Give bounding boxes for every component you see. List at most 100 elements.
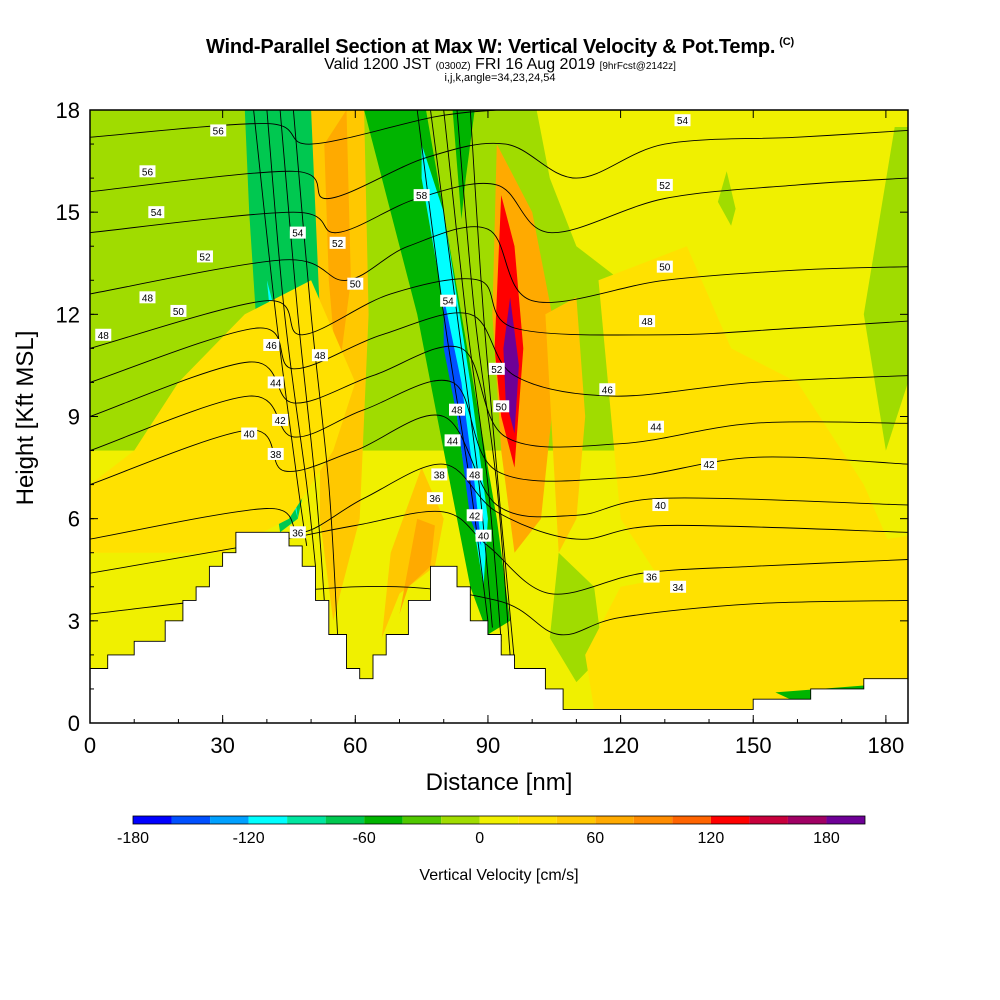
- velocity-region: [399, 518, 435, 614]
- contour-label-box: [289, 526, 306, 539]
- theta-contour: [443, 110, 502, 642]
- contour-label: 48: [95, 328, 112, 342]
- contour-label-layer: 34 36 38 40 42 44 46 48 50 52 54 56 56 54 52 48 48 50 54 52…: [95, 114, 718, 594]
- contour-label: 52: [196, 250, 213, 263]
- contour-label-text: 52: [491, 365, 503, 376]
- velocity-region: [598, 246, 908, 621]
- contour-label-box: [311, 349, 328, 362]
- contour-label-box: [466, 509, 483, 522]
- contour-label-text: 48: [98, 331, 110, 342]
- contour-label-box: [426, 492, 443, 505]
- contour-label: 54: [674, 114, 691, 127]
- contour-label-text: 40: [655, 501, 667, 512]
- contour-label-text: 46: [266, 341, 278, 352]
- contour-label-text: 44: [447, 436, 459, 447]
- velocity-region: [503, 297, 519, 434]
- valid-zulu: (0300Z): [435, 61, 471, 72]
- contour-label-text: 48: [314, 351, 326, 362]
- contour-label-text: 54: [151, 208, 163, 219]
- copyright-mark: (C): [779, 36, 794, 49]
- contour-label-text: 42: [703, 460, 715, 471]
- theta-contour: [90, 110, 497, 145]
- contour-label: 42: [701, 458, 718, 471]
- colorbar-tick-label: -180: [117, 830, 149, 847]
- colorbar-tick-label: 0: [475, 830, 484, 847]
- contour-label: 54: [148, 206, 165, 219]
- contour-label-box: [196, 250, 213, 263]
- contour-label: 44: [444, 434, 461, 447]
- y-tick-label: 6: [68, 507, 80, 532]
- colorbar-swatch: [133, 816, 172, 824]
- contour-label-text: 50: [350, 280, 362, 291]
- theta-contour: [253, 110, 308, 546]
- contour-label: 52: [656, 178, 673, 192]
- colorbar-swatch: [787, 816, 827, 824]
- indices-line: i,j,k,angle=34,23,24,54: [444, 72, 556, 84]
- colorbar-swatch: [364, 816, 403, 824]
- contour-label-box: [639, 315, 656, 328]
- colorbar-swatch: [210, 816, 249, 824]
- colorbar-swatch: [402, 816, 442, 824]
- x-tick-label: 150: [735, 733, 772, 758]
- contour-label-text: 36: [429, 494, 441, 505]
- contour-label-text: 38: [434, 470, 446, 481]
- theta-contour: [90, 379, 908, 482]
- contour-label-box: [656, 178, 673, 191]
- contour-label-text: 36: [292, 528, 304, 539]
- theta-contour: [430, 110, 493, 628]
- contour-label-box: [95, 328, 112, 341]
- contour-label: 48: [311, 349, 328, 362]
- chart-title-line: Wind-Parallel Section at Max W: Vertical…: [0, 36, 1000, 59]
- x-tick-label: 60: [343, 733, 367, 758]
- contour-label-box: [674, 114, 691, 127]
- valid-time-line: Valid 1200 JST (0300Z) FRI 16 Aug 2019 […: [0, 56, 1000, 74]
- contour-label-box: [329, 236, 346, 249]
- colorbar-swatch: [749, 816, 788, 824]
- contour-label-box: [267, 447, 284, 460]
- contour-label-box: [647, 420, 664, 433]
- contour-label-text: 58: [416, 191, 428, 202]
- velocity-region: [452, 110, 475, 219]
- contour-label-text: 38: [270, 450, 282, 461]
- contour-label: 44: [647, 420, 664, 434]
- contour-label: 38: [267, 447, 284, 461]
- contour-label: 56: [139, 165, 156, 178]
- contour-label-box: [475, 529, 492, 542]
- contour-label-text: 52: [199, 252, 211, 263]
- contour-label-box: [267, 376, 284, 389]
- x-tick-label: 30: [210, 733, 234, 758]
- contour-label-text: 50: [496, 402, 508, 413]
- contour-label-box: [670, 580, 687, 593]
- contour-label: 38: [431, 468, 448, 481]
- contour-label-text: 54: [677, 116, 689, 127]
- contour-label-text: 40: [478, 532, 490, 543]
- colorbar-swatch: [710, 816, 750, 824]
- valid-prefix: Valid 1200 JST: [324, 56, 432, 73]
- contour-label: 36: [289, 526, 306, 539]
- y-tick-label: 12: [56, 302, 80, 327]
- contour-label-box: [488, 362, 505, 375]
- x-tick-label: 0: [84, 733, 96, 758]
- contour-label-box: [210, 124, 227, 137]
- contour-label: 54: [289, 226, 306, 240]
- contour-label: 40: [475, 529, 492, 543]
- theta-contour: [90, 463, 908, 540]
- contour-label: 40: [241, 427, 258, 441]
- y-tick-label: 0: [68, 711, 80, 736]
- contour-label-box: [440, 294, 457, 307]
- theta-contour: [90, 177, 908, 234]
- contour-label-text: 42: [275, 416, 287, 427]
- contour-label: 48: [639, 315, 656, 328]
- contour-label-text: 54: [292, 229, 304, 240]
- colorbar-swatch: [248, 816, 288, 824]
- colorbar: -180 -120 -60 0 60 120 180: [117, 815, 866, 847]
- contour-label: 52: [329, 236, 346, 250]
- colorbar-swatch: [633, 816, 673, 824]
- contour-label-box: [652, 499, 669, 512]
- velocity-region: [863, 127, 908, 451]
- contour-label-text: 50: [173, 307, 185, 318]
- forecast-info: [9hrFcst@2142z]: [599, 61, 676, 72]
- contour-label-box: [466, 468, 483, 481]
